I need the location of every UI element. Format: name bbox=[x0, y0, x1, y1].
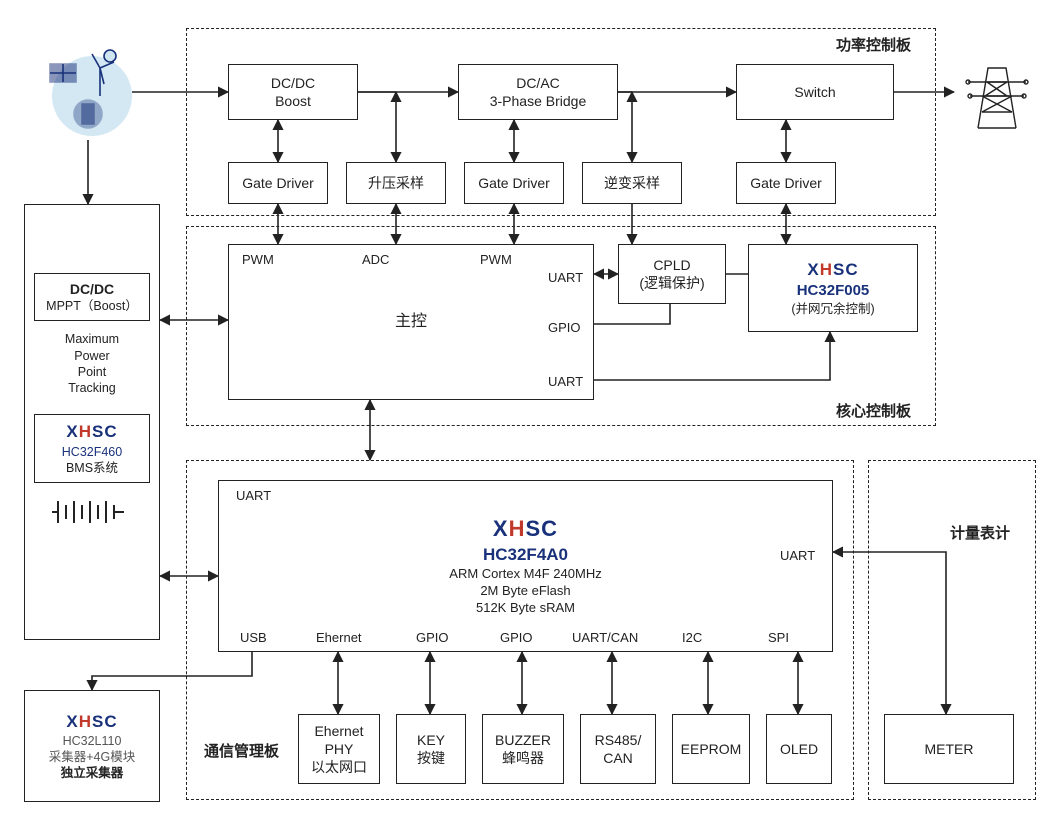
block-hc32f4a0: XHSCHC32F4A0ARM Cortex M4F 240MHz2M Byte… bbox=[218, 480, 833, 652]
xhsc-logo: XHSC bbox=[66, 421, 117, 443]
xhsc-logo: XHSC bbox=[66, 711, 117, 733]
port-pwm_l: PWM bbox=[242, 252, 274, 267]
block-eeprom: EEPROM bbox=[672, 714, 750, 784]
dc-sources-icon bbox=[44, 44, 132, 140]
region-label-core_board: 核心控制板 bbox=[836, 400, 911, 421]
hc32f4a0-name: HC32F4A0 bbox=[483, 544, 568, 566]
hc32f005-sub: (并网冗余控制) bbox=[791, 301, 874, 317]
port-uart-can: UART/CAN bbox=[572, 630, 638, 645]
block-eth_phy: Ehernet PHY 以太网口 bbox=[298, 714, 380, 784]
hc32f005-name: HC32F005 bbox=[797, 281, 870, 301]
xhsc-logo: XHSC bbox=[493, 515, 558, 544]
port-uart: UART bbox=[780, 548, 815, 563]
port-i2c: I2C bbox=[682, 630, 702, 645]
port-adc: ADC bbox=[362, 252, 389, 267]
mppt-title2: MPPT（Boost） bbox=[46, 298, 138, 314]
xhsc-logo: XHSC bbox=[807, 259, 858, 281]
hc32f4a0-center: XHSCHC32F4A0ARM Cortex M4F 240MHz2M Byte… bbox=[449, 515, 601, 616]
block-meter: METER bbox=[884, 714, 1014, 784]
block-dcac_bridge: DC/AC 3-Phase Bridge bbox=[458, 64, 618, 120]
block-rs485: RS485/ CAN bbox=[580, 714, 656, 784]
mppt-title1: DC/DC bbox=[70, 280, 114, 298]
port-uart_r: UART bbox=[548, 270, 583, 285]
port-gpio: GPIO bbox=[416, 630, 449, 645]
hc32f460-box: XHSC HC32F460 BMS系统 bbox=[34, 414, 150, 483]
block-hc32f005: XHSCHC32F005(并网冗余控制) bbox=[748, 244, 918, 332]
block-cpld: CPLD (逻辑保护) bbox=[618, 244, 726, 304]
hc32l110-sub1: 采集器+4G模块 bbox=[49, 749, 135, 765]
hc32f460-name: HC32F460 bbox=[62, 444, 122, 460]
port-uart: UART bbox=[236, 488, 271, 503]
grid-tower-icon bbox=[958, 56, 1036, 134]
port-pwm_r: PWM bbox=[480, 252, 512, 267]
block-switch: Switch bbox=[736, 64, 894, 120]
port-gpio: GPIO bbox=[500, 630, 533, 645]
hc32l110-name: HC32L110 bbox=[63, 733, 122, 749]
region-label-power_board: 功率控制板 bbox=[836, 34, 911, 55]
block-inv_sample: 逆变采样 bbox=[582, 162, 682, 204]
hc32l110-sub2: 独立采集器 bbox=[61, 765, 124, 781]
block-oled: OLED bbox=[766, 714, 832, 784]
hc32f460-sub: BMS系统 bbox=[66, 460, 118, 476]
port-spi: SPI bbox=[768, 630, 789, 645]
block-dcdc_boost: DC/DC Boost bbox=[228, 64, 358, 120]
block-gate_driver_3: Gate Driver bbox=[736, 162, 836, 204]
mppt-box: DC/DC MPPT（Boost） MaximumPowerPointTrack… bbox=[24, 204, 160, 640]
mppt-desc: MaximumPowerPointTracking bbox=[65, 331, 119, 396]
hc32l110-box: XHSC HC32L110 采集器+4G模块 独立采集器 bbox=[24, 690, 160, 802]
port-usb: USB bbox=[240, 630, 267, 645]
battery-icon bbox=[52, 497, 132, 531]
port-uart_b: UART bbox=[548, 374, 583, 389]
block-main-ctrl: 主控 bbox=[228, 244, 594, 400]
block-buzzer: BUZZER 蜂鸣器 bbox=[482, 714, 564, 784]
port-ehernet: Ehernet bbox=[316, 630, 362, 645]
block-gate_driver_1: Gate Driver bbox=[228, 162, 328, 204]
port-gpio_r: GPIO bbox=[548, 320, 581, 335]
main-ctrl-label: 主控 bbox=[395, 312, 427, 333]
diagram-root: 功率控制板核心控制板通信管理板 计量表计 bbox=[0, 0, 1052, 832]
block-key_btn: KEY 按键 bbox=[396, 714, 466, 784]
block-boost_sample: 升压采样 bbox=[346, 162, 446, 204]
region-label-meter_board: 计量表计 bbox=[950, 522, 1010, 543]
block-gate_driver_2: Gate Driver bbox=[464, 162, 564, 204]
region-label-comm_board: 通信管理板 bbox=[204, 740, 279, 761]
